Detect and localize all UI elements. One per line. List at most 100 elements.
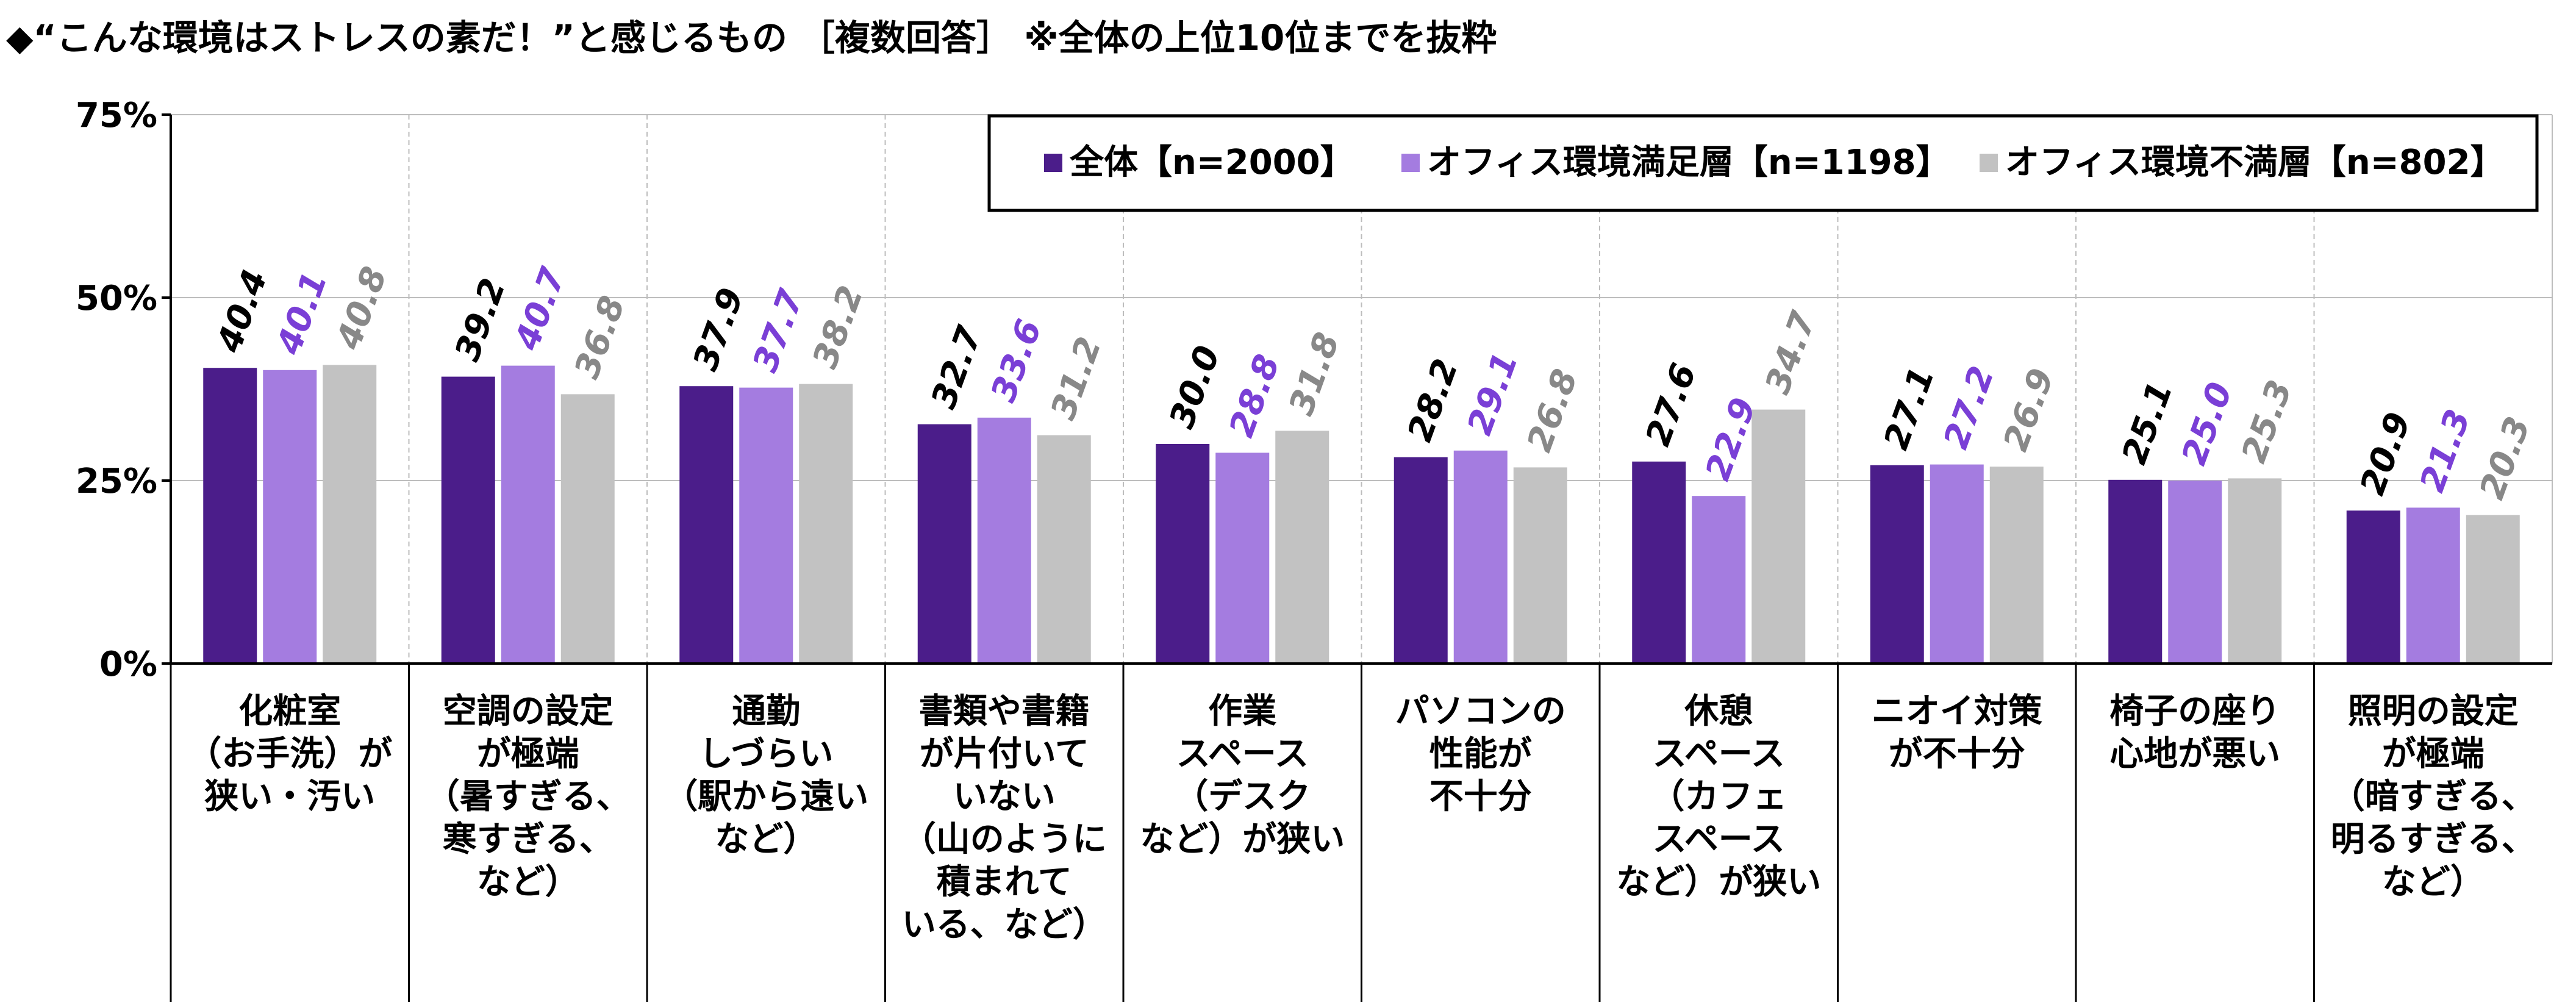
bar-s0-c3: [917, 424, 971, 664]
category-label-5-line-0: パソコンの: [1395, 692, 1566, 731]
category-label-2-line-1: しづらい: [699, 734, 834, 774]
bar-s0-c5: [1394, 457, 1448, 664]
bar-s2-c7: [1989, 467, 2044, 664]
data-label-s1-c5: 29.1: [1460, 348, 1526, 440]
data-label-s2-c2: 38.2: [805, 281, 871, 373]
data-label-s0-c7: 27.1: [1877, 362, 1942, 455]
bar-s0-c4: [1156, 444, 1210, 664]
bar-s0-c1: [441, 376, 495, 664]
data-label-s0-c2: 37.9: [685, 283, 751, 376]
legend-swatch-2: [1980, 154, 1998, 172]
bars: [203, 365, 2520, 664]
data-label-s1-c1: 40.7: [507, 262, 573, 356]
bar-s0-c0: [203, 368, 257, 664]
bar-s0-c9: [2346, 510, 2400, 664]
data-label-s2-c7: 26.9: [1996, 363, 2062, 456]
category-label-1-line-0: 空調の設定: [443, 692, 614, 731]
category-label-3-line-1: が片付いて: [920, 734, 1089, 774]
data-label-s0-c3: 32.7: [924, 321, 990, 413]
data-label-s0-c5: 28.2: [1400, 354, 1466, 446]
data-label-s0-c0: 40.4: [209, 265, 276, 358]
data-label-s1-c4: 28.8: [1222, 349, 1287, 442]
bar-s1-c1: [501, 365, 555, 664]
category-label-7-line-0: ニオイ対策: [1872, 692, 2042, 731]
bar-s1-c5: [1453, 450, 1508, 664]
category-label-9-line-3: 明るすぎる、: [2331, 820, 2536, 859]
data-label-s2-c5: 26.8: [1520, 364, 1586, 457]
bar-s1-c7: [1930, 464, 1984, 664]
legend-label-2: オフィス環境不満層【n=802】: [2005, 143, 2505, 182]
category-label-0-line-0: 化粧室: [238, 692, 341, 731]
category-label-6-line-0: 休憩: [1684, 692, 1753, 731]
category-label-1-line-3: 寒すぎる、: [443, 820, 614, 859]
category-label-2-line-2: （駅から遠い: [664, 777, 868, 817]
data-label-s1-c9: 21.3: [2413, 404, 2478, 497]
data-label-s1-c3: 33.6: [984, 315, 1050, 407]
chart-title: ◆“こんな環境はストレスの素だ！”と感じるもの ［複数回答］ ※全体の上位10位…: [6, 17, 1497, 59]
category-label-5-line-1: 性能が: [1429, 734, 1532, 774]
bar-s1-c9: [2406, 507, 2460, 664]
bar-s0-c7: [1870, 465, 1924, 664]
category-label-4-line-2: （デスク: [1174, 777, 1311, 817]
data-label-s1-c2: 37.7: [745, 284, 811, 377]
data-label-s1-c8: 25.0: [2174, 378, 2240, 470]
bar-s2-c2: [799, 384, 853, 664]
bar-s2-c8: [2228, 478, 2282, 664]
category-label-9-line-0: 照明の設定: [2348, 692, 2519, 731]
bar-s2-c9: [2466, 515, 2520, 664]
category-label-3-line-3: （山のように: [902, 820, 1107, 859]
category-label-9-line-1: が極端: [2382, 734, 2485, 774]
legend: 全体【n=2000】 オフィス環境満足層【n=1198】 オフィス環境不満層【n=8…: [987, 114, 2539, 212]
bar-s2-c1: [560, 394, 615, 664]
category-label-9-line-4: など）: [2382, 862, 2485, 902]
category-label-1-line-1: が極端: [477, 734, 579, 774]
data-label-s0-c6: 27.6: [1638, 359, 1704, 451]
category-label-6-line-2: （カフェ: [1650, 777, 1787, 817]
category-label-6-line-1: スペース: [1653, 734, 1785, 774]
data-label-s2-c1: 36.8: [567, 291, 633, 384]
data-label-s0-c9: 20.9: [2353, 407, 2419, 500]
category-label-4-line-0: 作業: [1208, 692, 1276, 731]
data-label-s2-c8: 25.3: [2234, 375, 2300, 468]
category-label-1-line-4: など）: [477, 862, 579, 902]
category-label-8-line-1: 心地が悪い: [2109, 734, 2280, 774]
category-label-1-line-2: （暑すぎる、: [426, 777, 631, 817]
bar-s1-c0: [263, 370, 317, 664]
data-label-s2-c0: 40.8: [329, 262, 395, 355]
y-tick-label-2: 50%: [76, 279, 157, 318]
category-label-3-line-0: 書類や書籍: [919, 692, 1090, 731]
bar-s0-c8: [2108, 479, 2163, 664]
data-label-s0-c1: 39.2: [448, 273, 513, 366]
axes: 0% 25% 50% 75%: [76, 96, 2552, 1002]
data-label-s0-c8: 25.1: [2114, 377, 2180, 470]
data-label-s2-c6: 34.7: [1758, 306, 1823, 399]
category-label-2-line-3: など）: [715, 820, 817, 859]
data-label-s1-c7: 27.2: [1936, 361, 2002, 454]
legend-box: [987, 114, 2539, 212]
bar-s2-c3: [1037, 435, 1091, 664]
legend-swatch-0: [1044, 154, 1062, 172]
bar-s0-c2: [679, 386, 734, 664]
category-label-4-line-1: スペース: [1176, 734, 1309, 774]
category-label-6-line-4: など）が狭い: [1616, 862, 1821, 902]
category-label-7-line-1: が不十分: [1889, 734, 2025, 774]
bar-s1-c8: [2168, 481, 2222, 664]
category-label-5-line-2: 不十分: [1429, 777, 1532, 817]
legend-label-0: 全体【n=2000】: [1069, 143, 1354, 182]
legend-label-1: オフィス環境満足層【n=1198】: [1427, 143, 1950, 182]
bar-s1-c2: [739, 387, 793, 664]
bar-s1-c6: [1692, 496, 1746, 664]
y-tick-label-0: 0%: [99, 645, 157, 684]
category-label-0-line-1: （お手洗）が: [187, 734, 392, 774]
data-label-s2-c4: 31.8: [1281, 327, 1347, 420]
bar-s2-c0: [323, 365, 377, 664]
bar-s1-c3: [977, 417, 1031, 664]
category-label-8-line-0: 椅子の座り: [2109, 692, 2280, 731]
bar-s2-c6: [1751, 409, 1806, 664]
category-label-2-line-0: 通勤: [732, 692, 800, 731]
y-tick-label-3: 75%: [76, 96, 157, 135]
category-labels: 化粧室（お手洗）が狭い・汚い空調の設定が極端（暑すぎる、寒すぎる、など）通勤しづ…: [187, 692, 2536, 945]
data-label-s2-c9: 20.3: [2472, 412, 2538, 504]
category-label-3-line-4: 積まれて: [937, 862, 1072, 902]
